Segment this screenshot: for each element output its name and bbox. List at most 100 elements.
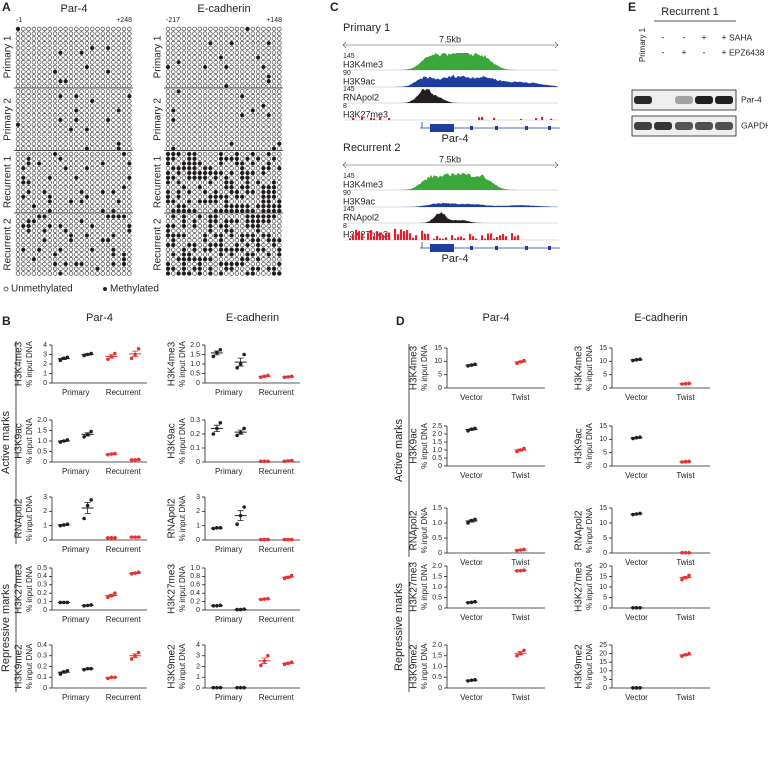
cpg-site: [255, 266, 261, 271]
cpg-site: [213, 50, 218, 55]
signal-track: [395, 53, 558, 70]
data-point: [85, 352, 90, 357]
gene-label: Par-4: [442, 133, 469, 145]
cpg-site: [121, 113, 127, 118]
cpg-site: [111, 257, 116, 262]
cpg-site: [229, 194, 234, 199]
cpg-site: [277, 180, 282, 185]
cpg-site: [176, 233, 181, 238]
cpg-site: [84, 94, 90, 99]
cpg-site: [261, 127, 266, 132]
data-point: [638, 435, 642, 440]
cpg-site: [89, 175, 95, 180]
cpg-site: [47, 64, 52, 70]
cpg-site: [42, 94, 47, 99]
signal-bar: [541, 116, 544, 120]
cpg-site: [100, 41, 106, 46]
cpg-site: [89, 103, 95, 108]
cpg-site: [266, 136, 271, 142]
cpg-site: [171, 261, 176, 267]
cpg-site: [31, 45, 37, 51]
cpg-site: [250, 223, 256, 229]
cpg-site: [181, 261, 187, 267]
cpg-site: [84, 233, 90, 238]
cpg-site: [176, 31, 181, 36]
cpg-site: [111, 161, 116, 166]
blot-frame: [631, 89, 737, 111]
cpg-site: [68, 194, 74, 199]
cpg-site: [202, 45, 208, 51]
data-point: [687, 459, 691, 464]
cpg-site: [192, 156, 197, 161]
cpg-site: [224, 69, 229, 74]
cpg-site: [100, 60, 106, 65]
cpg-site: [15, 194, 21, 199]
cpg-site: [229, 161, 234, 166]
cpg-site: [255, 194, 261, 199]
cpg-site: [218, 238, 224, 243]
cpg-site: [79, 257, 84, 262]
cpg-site: [100, 223, 106, 229]
data-point: [218, 603, 223, 608]
cpg-site: [181, 219, 187, 224]
cpg-site: [26, 242, 31, 248]
cpg-site: [277, 127, 282, 132]
cpg-site: [224, 271, 229, 276]
cpg-site: [105, 238, 111, 243]
cpg-site: [74, 185, 79, 190]
cpg-site: [105, 103, 111, 108]
cpg-site: [277, 146, 282, 151]
cpg-site: [271, 41, 277, 46]
signal-bar: [382, 234, 385, 240]
cpg-site: [181, 185, 187, 190]
signal-bar: [472, 236, 475, 240]
cpg-site: [31, 89, 37, 94]
cpg-site: [250, 208, 256, 214]
cpg-site: [15, 50, 21, 55]
cpg-site: [68, 26, 74, 32]
cpg-site: [79, 156, 84, 161]
cpg-site: [21, 161, 26, 166]
cpg-site: [202, 89, 208, 94]
cpg-site: [224, 98, 229, 104]
cpg-site: [68, 175, 74, 180]
cpg-site: [52, 127, 58, 132]
y-tick-label: 0.4: [190, 590, 200, 597]
cpg-site: [255, 151, 261, 157]
cpg-site: [105, 141, 111, 146]
cpg-site: [255, 136, 261, 142]
cpg-site: [121, 117, 127, 123]
data-point: [680, 577, 684, 582]
cpg-site: [47, 74, 52, 79]
cpg-site: [84, 223, 90, 229]
cpg-site: [240, 146, 245, 151]
cpg-site: [197, 214, 203, 219]
mark-label: H3K27me3: [574, 562, 585, 612]
cpg-site: [100, 185, 106, 190]
cpg-site: [89, 26, 95, 32]
cpg-site: [187, 214, 192, 219]
cpg-site: [26, 161, 31, 166]
cpg-site: [176, 247, 181, 252]
cpg-site: [176, 271, 181, 276]
data-point: [631, 512, 635, 517]
cpg-site: [165, 271, 171, 276]
cpg-site: [89, 266, 95, 271]
cpg-site: [208, 113, 213, 118]
cpg-site: [127, 60, 132, 65]
y-tick-label: 0: [43, 685, 47, 692]
cpg-site: [105, 69, 111, 74]
cpg-site: [63, 136, 68, 142]
cpg-site: [63, 151, 68, 157]
cpg-site: [171, 175, 176, 180]
cpg-site: [15, 185, 21, 190]
cpg-site: [26, 180, 31, 185]
track-name: RNApol2: [343, 92, 379, 102]
cpg-site: [234, 36, 240, 41]
cpg-site: [31, 228, 37, 233]
data-point: [133, 571, 137, 575]
cpg-site: [58, 208, 63, 214]
cpg-site: [224, 122, 229, 127]
cpg-site: [181, 89, 187, 94]
cpg-site: [105, 98, 111, 104]
